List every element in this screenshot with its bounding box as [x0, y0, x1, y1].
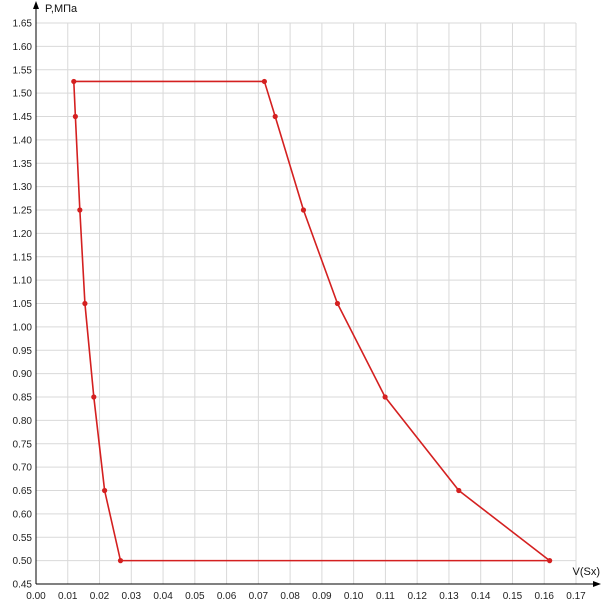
x-tick-label: 0.02 — [90, 591, 110, 602]
axes — [33, 1, 601, 587]
y-tick-label: 1.30 — [13, 182, 33, 193]
x-tick-label: 0.11 — [376, 591, 395, 602]
y-tick-label: 1.15 — [13, 252, 33, 263]
y-tick-label: 1.10 — [13, 276, 33, 287]
y-tick-label: 1.40 — [13, 135, 33, 146]
y-tick-label: 0.75 — [13, 439, 33, 450]
data-point — [334, 300, 341, 307]
y-tick-label: 1.65 — [13, 19, 33, 30]
x-tick-labels: 0.00 0.01 0.02 0.03 0.04 0.05 0.06 0.07 0.08 0.09… — [26, 591, 586, 602]
y-tick-label: 1.00 — [13, 322, 33, 333]
y-tick-label: 1.05 — [13, 299, 33, 310]
x-tick-label: 0.09 — [312, 591, 332, 602]
y-tick-label: 1.45 — [13, 112, 33, 123]
x-tick-label: 0.10 — [344, 591, 364, 602]
x-tick-label: 0.17 — [566, 591, 586, 602]
series-0 — [71, 78, 553, 564]
y-tick-label: 0.85 — [13, 393, 33, 404]
y-tick-label: 1.55 — [13, 65, 33, 76]
y-tick-label: 0.50 — [13, 556, 33, 567]
data-point — [261, 78, 267, 85]
y-tick-label: 0.65 — [13, 486, 33, 497]
data-point — [82, 300, 88, 307]
y-tick-label: 0.55 — [13, 533, 33, 544]
grid — [35, 22, 577, 585]
x-tick-label: 0.14 — [471, 591, 491, 602]
data-point — [91, 394, 97, 400]
y-tick-label: 0.45 — [13, 580, 33, 591]
y-tick-labels: 0.45 0.50 0.55 0.60 0.65 0.70 0.75 0.80 0.85 0.90… — [13, 19, 33, 591]
y-axis-arrow-icon — [33, 1, 39, 9]
x-tick-label: 0.04 — [153, 591, 173, 602]
y-tick-label: 1.20 — [13, 229, 33, 240]
x-tick-label: 0.03 — [122, 591, 142, 602]
data-point — [547, 558, 553, 564]
data-point — [300, 207, 307, 213]
x-axis-title: V(Sx) — [573, 566, 601, 578]
data-point — [456, 487, 462, 494]
y-tick-label: 0.60 — [13, 509, 33, 520]
y-tick-label: 1.50 — [13, 89, 33, 100]
x-axis-arrow-icon — [593, 581, 601, 587]
x-tick-label: 0.16 — [535, 591, 555, 602]
x-tick-label: 0.12 — [407, 591, 427, 602]
y-tick-label: 1.60 — [13, 42, 33, 53]
data-point — [102, 487, 108, 494]
series-line — [73, 80, 551, 562]
x-tick-label: 0.07 — [249, 591, 269, 602]
y-tick-label: 0.95 — [13, 346, 33, 357]
y-tick-label: 1.25 — [13, 206, 33, 217]
y-tick-label: 0.80 — [13, 416, 33, 427]
x-tick-label: 0.00 — [26, 591, 46, 602]
data-point — [382, 394, 388, 400]
data-point — [272, 113, 278, 120]
x-tick-label: 0.01 — [58, 591, 78, 602]
data-point — [71, 78, 77, 85]
x-tick-label: 0.13 — [439, 591, 459, 602]
x-tick-label: 0.06 — [217, 591, 237, 602]
x-tick-label: 0.15 — [503, 591, 523, 602]
x-tick-label: 0.08 — [280, 591, 300, 602]
y-tick-label: 0.70 — [13, 463, 33, 474]
x-tick-label: 0.05 — [185, 591, 205, 602]
data-point — [72, 113, 78, 120]
y-tick-label: 0.90 — [13, 369, 33, 380]
data-point — [117, 558, 124, 564]
y-axis-title: P,МПа — [45, 3, 78, 15]
data-point — [77, 207, 83, 213]
y-tick-label: 1.35 — [13, 159, 33, 170]
